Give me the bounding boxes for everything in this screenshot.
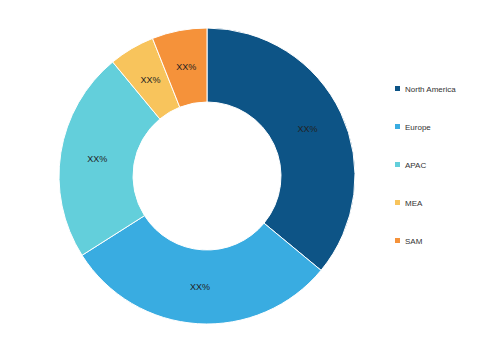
slice xyxy=(207,28,355,270)
legend-label: Europe xyxy=(405,123,431,132)
legend-label: MEA xyxy=(405,199,423,208)
legend-swatch xyxy=(395,124,400,129)
data-label: XX% xyxy=(297,124,317,134)
legend-swatch xyxy=(395,238,400,243)
data-labels: XX% XX% XX% XX% XX% xyxy=(87,62,317,292)
slices xyxy=(59,28,355,324)
chart: XX% XX% XX% XX% XX% North America Europe APAC ME… xyxy=(0,0,490,348)
legend-label: SAM xyxy=(405,237,423,246)
legend-label: North America xyxy=(405,85,456,94)
slice xyxy=(153,28,207,107)
legend-swatch xyxy=(395,200,400,205)
data-label: XX% xyxy=(140,75,160,85)
legend-swatch xyxy=(395,162,400,167)
data-label: XX% xyxy=(87,154,107,164)
data-label: XX% xyxy=(176,62,196,72)
legend-swatch xyxy=(395,86,400,91)
legend-label: APAC xyxy=(405,161,426,170)
data-label: XX% xyxy=(190,282,210,292)
legend: North America Europe APAC MEA SAM xyxy=(395,85,456,246)
